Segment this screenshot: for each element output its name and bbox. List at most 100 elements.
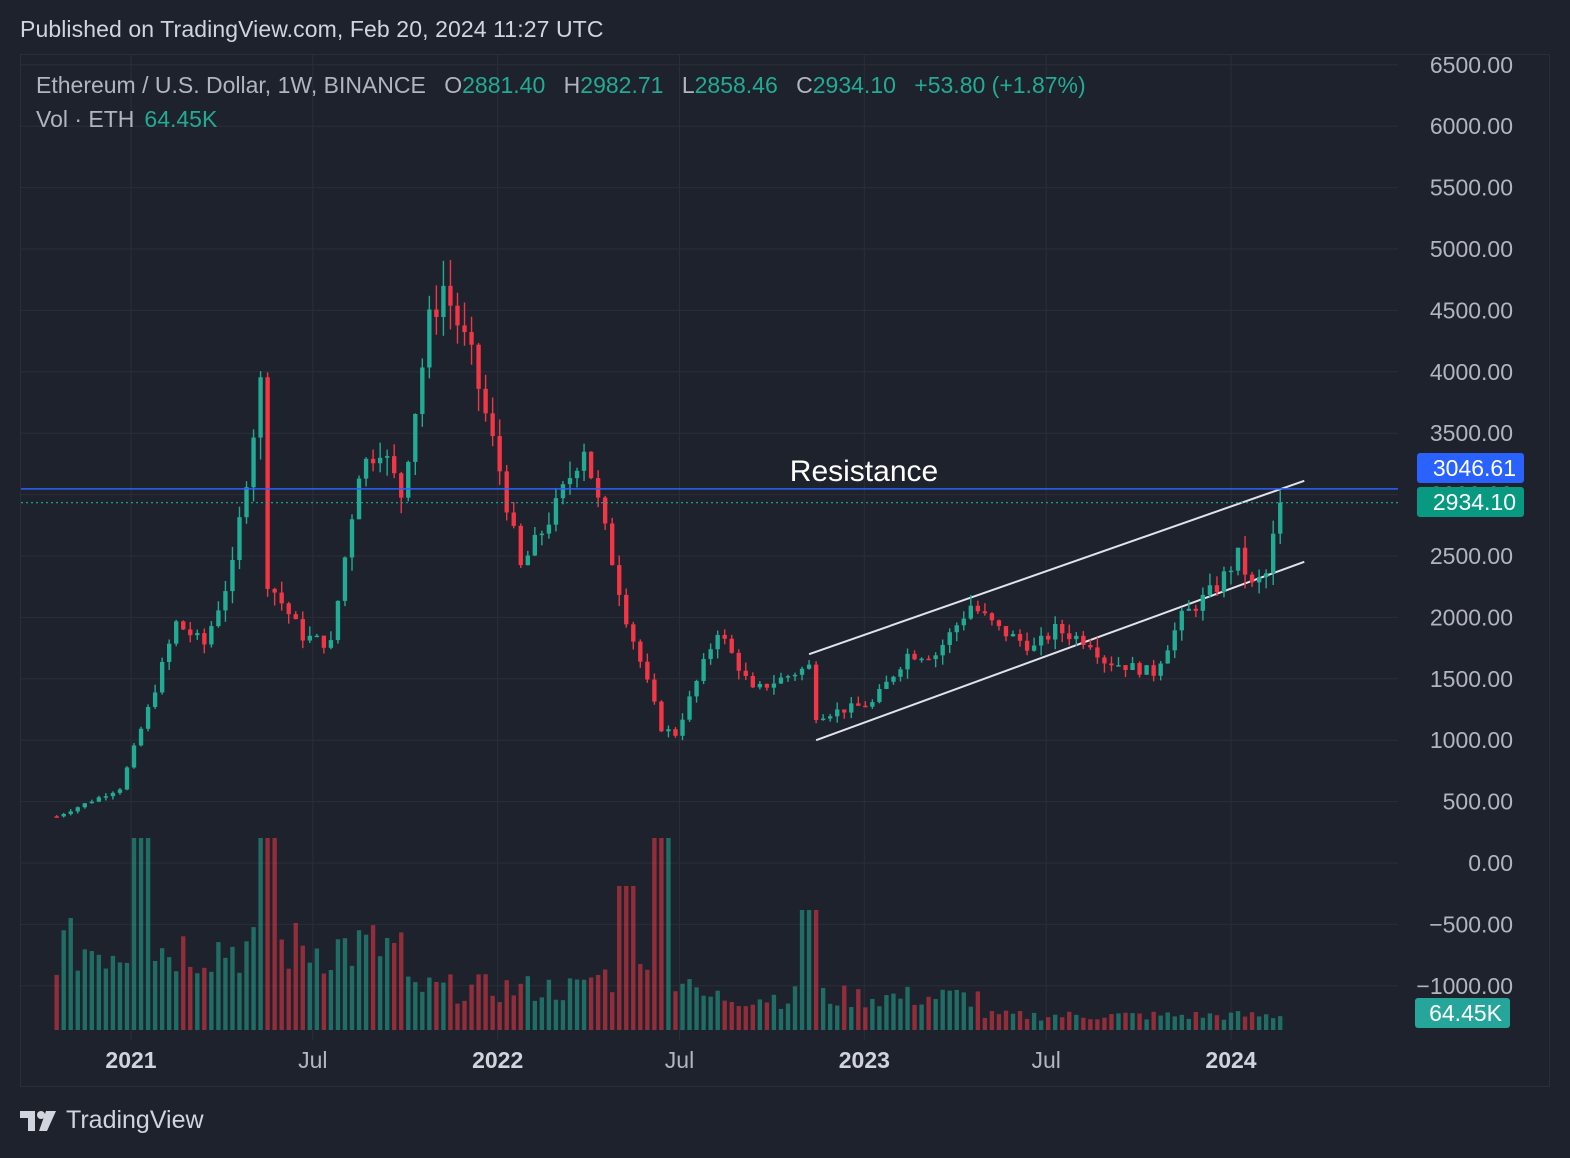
candle-body [729,638,734,653]
volume-bar [1228,1012,1234,1030]
candle-body [863,705,868,708]
volume-bar [926,996,931,1030]
volume-bar [363,934,369,1030]
candle-body [989,613,995,621]
candle-body [884,681,889,689]
volume-bar [1074,1014,1079,1030]
candle-body [1123,665,1128,670]
candle-body [1088,644,1093,648]
candle-body [462,325,467,333]
volume-bar [307,962,312,1030]
volume-bar [1003,1010,1009,1030]
symbol-label: Ethereum / U.S. Dollar, 1W, BINANCE [36,72,426,98]
candle-body [1003,626,1009,637]
volume-bar [1038,1020,1044,1030]
volume-bar [441,982,446,1030]
open-value: 2881.40 [462,72,546,98]
volume-bar [286,968,291,1030]
candle-body [1060,623,1065,634]
volume-bar [349,965,355,1030]
candle-body [1242,547,1248,575]
candle-body [1151,665,1156,676]
volume-bar [152,960,158,1030]
volume-bar [413,982,418,1030]
volume-bar [188,966,193,1030]
volume-bar [497,1002,502,1030]
candle-body [799,668,805,675]
volume-bar [237,972,242,1030]
candle-body [1137,663,1142,675]
candle-body [103,796,109,798]
volume-bar [1271,1018,1276,1030]
volume-bar [567,978,573,1030]
volume-bar [729,1001,734,1030]
y-tick-label: 6000.00 [1430,113,1513,139]
y-tick-label: 0.00 [1468,850,1513,876]
volume-bar [631,886,636,1030]
volume-bar [54,974,59,1030]
candle-body [694,680,699,697]
resistance-price-badge: 3046.61 [1416,453,1524,483]
volume-bar [300,945,305,1030]
volume-bar [195,973,200,1030]
volume-bar [652,838,657,1030]
candle-body [595,478,601,498]
candle-body [356,478,362,520]
candle-body [518,525,523,566]
volume-bar [842,985,847,1030]
candle-body [1010,633,1016,637]
volume-bar [771,994,777,1030]
volume-bar [792,986,798,1030]
candle-body [223,591,228,611]
volume-bar [476,974,481,1030]
candle-body [1249,574,1255,583]
candle-body [377,457,383,464]
volume-bar [511,995,516,1030]
candle-body [715,634,720,650]
volume-bar [335,939,341,1030]
candle-body [427,309,432,368]
candle-body [659,701,664,732]
candle-body [335,600,341,641]
candle-body [743,670,748,676]
last-price-badge: 2934.10 [1416,487,1524,517]
candle-body [539,533,545,536]
volume-bar [715,990,720,1030]
volume-bar [216,942,221,1030]
volume-bar [223,957,228,1030]
tradingview-logo[interactable]: TradingView [20,1106,204,1135]
volume-bar [645,969,650,1030]
candle-body [1144,665,1149,675]
volume-bar [835,1005,840,1030]
x-tick-label: 2024 [1205,1047,1256,1073]
volume-bar [1144,1019,1149,1030]
volume-bar [1242,1016,1248,1030]
candle-body [982,611,988,614]
candle-body [1207,585,1213,595]
candle-body [820,718,826,721]
candle-body [138,728,144,746]
candle-body [701,658,706,681]
y-tick-label: 2000.00 [1430,604,1513,630]
candle-body [392,456,397,474]
candle-body [511,512,516,526]
volume-bar [399,932,404,1030]
candle-body [1109,663,1114,666]
volume-bar [124,962,130,1030]
volume-bar [954,989,959,1030]
volume-bar [159,948,165,1030]
candle-body [736,652,741,671]
volume-bar [68,918,73,1030]
volume-bar [602,969,608,1030]
volume-bar [138,838,144,1030]
candle-body [532,534,538,556]
candle-body [778,677,784,684]
candle-body [1172,630,1177,651]
candle-body [996,620,1002,627]
candle-body [1031,645,1037,651]
candle-body [877,688,882,703]
candle-body [61,813,66,817]
candle-body [230,559,235,592]
volume-bar [455,1003,460,1030]
